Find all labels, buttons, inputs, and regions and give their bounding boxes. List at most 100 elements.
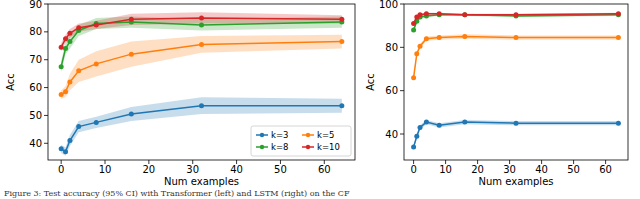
point (67, 31, 72, 36)
point (199, 15, 204, 20)
x-axis-label: Num examples (479, 176, 554, 187)
y-axis-label: Acc (5, 73, 16, 91)
y-axis-label: Acc (365, 73, 376, 91)
point (129, 52, 134, 57)
legend-marker (306, 145, 310, 149)
point (411, 145, 416, 150)
point (63, 149, 68, 154)
point (411, 28, 416, 33)
x-tick-label: 10 (99, 164, 112, 175)
point (411, 21, 416, 26)
legend-marker (260, 145, 264, 149)
y-tick (400, 134, 404, 135)
point (462, 12, 467, 17)
x-tick-label: 60 (318, 164, 331, 175)
y-tick (44, 143, 48, 144)
point (616, 121, 621, 126)
point (129, 112, 134, 117)
point (59, 45, 64, 50)
series-line (61, 18, 342, 47)
ci-band (414, 120, 619, 149)
point (339, 39, 344, 44)
point (437, 123, 442, 128)
ci-band (61, 35, 342, 99)
frame (48, 4, 355, 160)
y-tick-label: 50 (29, 110, 42, 121)
point (616, 11, 621, 16)
x-axis-label: Num examples (164, 176, 239, 187)
y-tick-label: 80 (385, 42, 398, 53)
point (199, 42, 204, 47)
ci-band (414, 34, 619, 80)
x-tick-label: 50 (567, 164, 580, 175)
legend-label: k=10 (317, 142, 340, 152)
point (424, 36, 429, 41)
point (462, 34, 467, 39)
y-tick (44, 59, 48, 60)
point (418, 125, 423, 130)
x-tick-label: 0 (58, 164, 64, 175)
point (94, 120, 99, 125)
frame (404, 4, 628, 160)
y-tick (44, 31, 48, 32)
ci-band (61, 12, 342, 51)
y-tick (44, 87, 48, 88)
plot-area (411, 11, 621, 149)
point (59, 64, 64, 69)
point (76, 124, 81, 129)
x-tick-label: 60 (599, 164, 612, 175)
point (129, 17, 134, 22)
point (199, 22, 204, 27)
panel: 4050607080900102030405060Num examplesAcc… (5, 0, 355, 187)
x-tick-label: 10 (439, 164, 452, 175)
caption: Figure 3: Test accuracy (95% CI) with Tr… (4, 189, 350, 198)
legend-marker (260, 133, 264, 137)
y-tick-label: 40 (29, 138, 42, 149)
legend-label: k=5 (317, 130, 334, 140)
y-tick-label: 60 (29, 82, 42, 93)
x-tick-label: 40 (535, 164, 548, 175)
point (199, 103, 204, 108)
y-tick-label: 70 (29, 54, 42, 65)
series-line (61, 42, 342, 95)
x-tick-label: 20 (143, 164, 156, 175)
point (63, 46, 68, 51)
point (67, 80, 72, 85)
point (462, 12, 467, 17)
point (437, 35, 442, 40)
y-tick-label: 40 (385, 129, 398, 140)
x-tick-label: 0 (410, 164, 416, 175)
y-tick-label: 90 (29, 0, 42, 10)
x-tick-label: 30 (186, 164, 199, 175)
y-tick-label: 80 (29, 26, 42, 37)
y-tick-label: 100 (379, 0, 398, 10)
x-tick-label: 50 (274, 164, 287, 175)
legend-label: k=8 (271, 142, 288, 152)
point (414, 51, 419, 56)
point (67, 138, 72, 143)
x-tick-label: 30 (503, 164, 516, 175)
ci-band (414, 13, 619, 26)
panel: 4060801000102030405060Num examplesAcc (365, 0, 628, 187)
point (339, 17, 344, 22)
series-line (414, 37, 619, 78)
series-line (414, 122, 619, 147)
point (414, 134, 419, 139)
point (411, 75, 416, 80)
point (424, 11, 429, 16)
point (94, 61, 99, 66)
point (94, 22, 99, 27)
legend-box (251, 126, 351, 156)
point (437, 11, 442, 16)
legend: k=3k=5k=8k=10 (251, 126, 351, 156)
point (67, 39, 72, 44)
y-tick (400, 47, 404, 48)
point (59, 92, 64, 97)
point (418, 44, 423, 49)
point (339, 103, 344, 108)
y-tick-label: 60 (385, 85, 398, 96)
point (514, 12, 519, 17)
y-tick (400, 4, 404, 5)
y-tick (44, 4, 48, 5)
y-tick (44, 115, 48, 116)
